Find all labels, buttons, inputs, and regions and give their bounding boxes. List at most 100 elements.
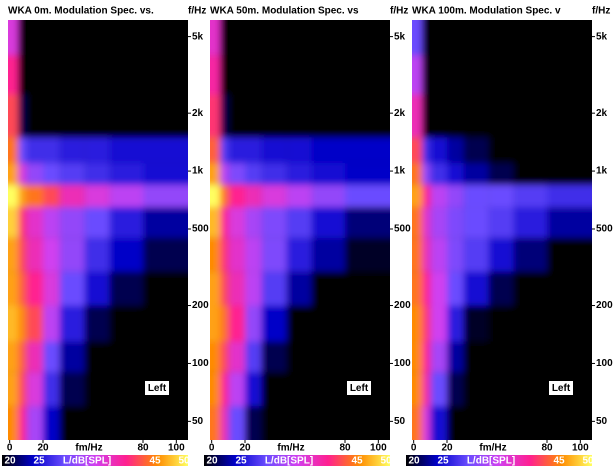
heatmap-cell <box>245 137 262 164</box>
annotation-box <box>145 381 169 395</box>
heatmap-cell <box>84 341 110 373</box>
heatmap-cell <box>245 341 262 373</box>
heatmap-cell <box>412 94 422 138</box>
x-axis-label: fm/Hz <box>479 443 506 454</box>
heatmap-cell <box>8 94 18 138</box>
x-tick-label: 20 <box>239 443 251 454</box>
heatmap-cell <box>143 163 188 185</box>
annotation-text: Left <box>552 383 571 394</box>
heatmap-cell <box>286 372 312 407</box>
colorbar-tick-label: 50 <box>178 456 190 466</box>
y-tick-label: 100 <box>596 358 613 369</box>
heatmap-cell <box>8 237 18 272</box>
heatmap-cell <box>311 94 345 138</box>
heatmap-cell <box>220 406 229 440</box>
heatmap-cell <box>84 406 110 440</box>
heatmap-cell <box>447 163 464 185</box>
heatmap-cell <box>430 406 447 440</box>
heatmap-cell <box>286 341 312 373</box>
heatmap-cell <box>447 94 464 138</box>
heatmap-cell <box>43 163 60 185</box>
colorbar-label: L/dB[SPL] <box>265 456 313 466</box>
heatmap-cell <box>286 406 312 440</box>
heatmap-cell <box>447 207 464 238</box>
heatmap-cell <box>488 372 514 407</box>
heatmap-cell <box>412 372 422 407</box>
heatmap-cell <box>311 20 345 56</box>
heatmap-cell <box>488 94 514 138</box>
heatmap-cell <box>26 20 43 56</box>
panel: WKA 50m. Modulation Spec. vs f/Hz 5k 2k 1k 50… <box>204 6 411 466</box>
heatmap-cell <box>311 207 345 238</box>
heatmap-cell <box>261 20 287 56</box>
heatmap <box>8 20 188 440</box>
heatmap-cell <box>220 207 229 238</box>
heatmap-cell <box>430 372 447 407</box>
heatmap-cell <box>43 184 60 208</box>
heatmap-cell <box>261 55 287 95</box>
heatmap-cell <box>109 406 143 440</box>
heatmap-cell <box>26 94 43 138</box>
colorbar-tick-label: 50 <box>380 456 392 466</box>
x-tick-label: 80 <box>339 443 351 454</box>
heatmap-cell <box>513 305 547 342</box>
heatmap-cell <box>18 163 27 185</box>
heatmap-cell <box>311 137 345 164</box>
heatmap-cell <box>463 207 489 238</box>
heatmap-cell <box>463 305 489 342</box>
colorbar-tick-label: 45 <box>553 456 565 466</box>
heatmap-cell <box>18 137 27 164</box>
heatmap-cell <box>84 137 110 164</box>
heatmap-cell <box>286 207 312 238</box>
heatmap-cell <box>345 341 390 373</box>
heatmap-cell <box>547 94 592 138</box>
heatmap-cell <box>311 372 345 407</box>
heatmap-cell <box>430 341 447 373</box>
heatmap-cell <box>109 341 143 373</box>
heatmap-cell <box>8 372 18 407</box>
x-tick-label: 80 <box>137 443 149 454</box>
heatmap-cell <box>513 237 547 272</box>
x-tick-label: 0 <box>7 443 13 454</box>
panel: WKA 0m. Modulation Spec. vs. f/Hz 5k 2k 1k 50… <box>2 6 209 466</box>
heatmap-cell <box>422 94 431 138</box>
heatmap-cell <box>447 20 464 56</box>
heatmap-cell <box>8 55 18 95</box>
heatmap-cell <box>245 55 262 95</box>
heatmap-cell <box>513 20 547 56</box>
y-tick-label: 2k <box>596 108 608 119</box>
heatmap-cell <box>245 94 262 138</box>
heatmap-cell <box>143 305 188 342</box>
heatmap-cell <box>143 55 188 95</box>
heatmap-cell <box>18 237 27 272</box>
heatmap-cell <box>488 207 514 238</box>
heatmap-cell <box>488 271 514 306</box>
heatmap-cell <box>422 271 431 306</box>
heatmap-cell <box>26 163 43 185</box>
heatmap-cell <box>345 184 390 208</box>
heatmap-cell <box>43 305 60 342</box>
heatmap-cell <box>26 55 43 95</box>
heatmap-cell <box>547 184 592 208</box>
heatmap-cell <box>286 305 312 342</box>
y-axis-label: f/Hz <box>188 6 206 17</box>
heatmap-cell <box>430 163 447 185</box>
heatmap-cell <box>412 207 422 238</box>
heatmap-cell <box>422 341 431 373</box>
heatmap-cell <box>463 406 489 440</box>
heatmap-cell <box>220 55 229 95</box>
heatmap-cell <box>59 55 85 95</box>
heatmap-cell <box>447 372 464 407</box>
heatmap-cell <box>109 163 143 185</box>
annotation: Left <box>347 381 371 395</box>
y-tick-label: 50 <box>596 416 608 427</box>
heatmap-cell <box>261 184 287 208</box>
heatmap-cell <box>143 137 188 164</box>
heatmap-cell <box>345 137 390 164</box>
heatmap-cell <box>228 184 245 208</box>
heatmap-cell <box>84 20 110 56</box>
heatmap-cell <box>261 237 287 272</box>
heatmap-cell <box>488 237 514 272</box>
heatmap-cell <box>143 271 188 306</box>
heatmap-cell <box>430 55 447 95</box>
